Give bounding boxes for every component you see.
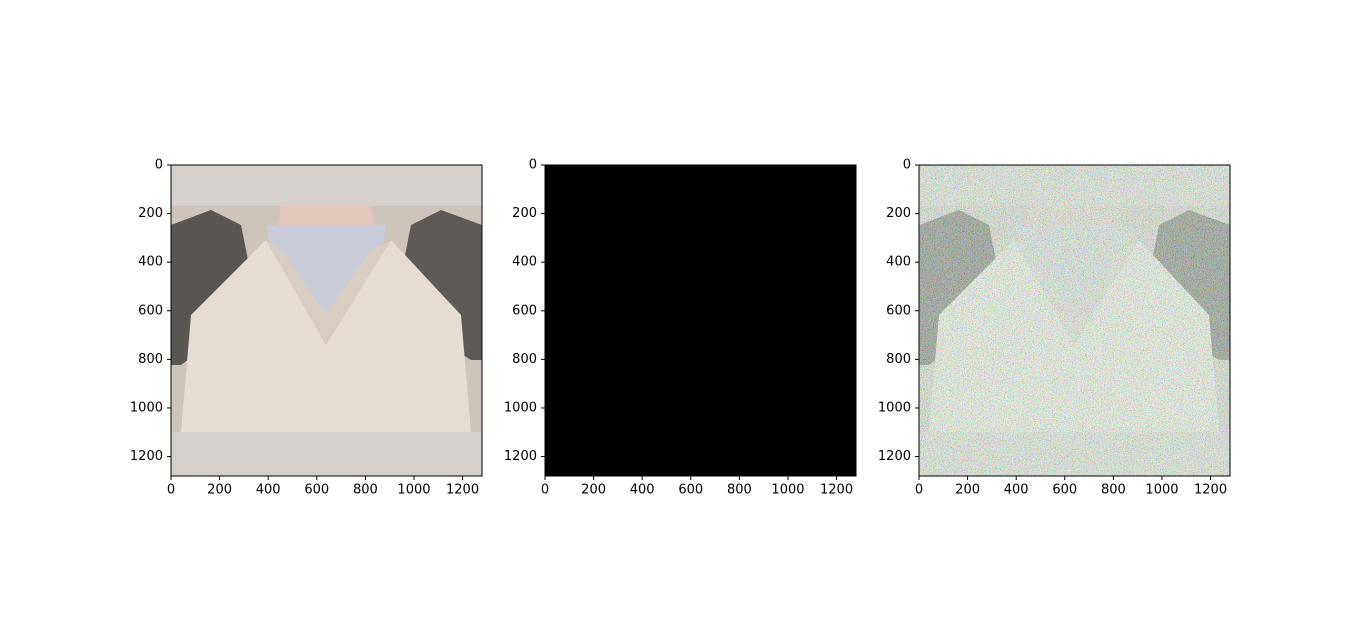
x-tick-label: 200	[955, 483, 980, 498]
y-tick-label: 0	[903, 158, 911, 173]
image-original	[171, 165, 482, 476]
x-tick-label: 1200	[446, 483, 479, 498]
y-tick-label: 400	[138, 255, 163, 270]
x-tick-label: 1200	[820, 483, 853, 498]
x-tick-label: 1200	[1194, 483, 1227, 498]
x-tick-label: 600	[678, 483, 703, 498]
x-tick-label: 800	[727, 483, 752, 498]
y-tick-label: 400	[512, 255, 537, 270]
y-tick-label: 400	[886, 255, 911, 270]
x-tick-label: 400	[1004, 483, 1029, 498]
y-tick-label: 200	[138, 206, 163, 221]
x-tick-label: 600	[304, 483, 329, 498]
x-tick-label: 800	[353, 483, 378, 498]
y-tick-label: 600	[512, 303, 537, 318]
x-tick-label: 800	[1101, 483, 1126, 498]
y-tick-label: 1200	[878, 449, 911, 464]
x-tick-label: 200	[581, 483, 606, 498]
y-tick-label: 1200	[130, 449, 163, 464]
x-tick-label: 400	[630, 483, 655, 498]
y-tick-label: 200	[512, 206, 537, 221]
x-tick-label: 1000	[397, 483, 430, 498]
x-tick-label: 0	[541, 483, 549, 498]
y-tick-label: 600	[886, 303, 911, 318]
y-tick-label: 800	[886, 352, 911, 367]
image-noise	[545, 165, 856, 476]
x-tick-label: 0	[167, 483, 175, 498]
y-tick-label: 600	[138, 303, 163, 318]
x-tick-label: 400	[256, 483, 281, 498]
x-tick-label: 0	[915, 483, 923, 498]
image-noisy	[919, 165, 1230, 476]
y-tick-label: 0	[155, 158, 163, 173]
x-tick-label: 600	[1052, 483, 1077, 498]
y-tick-label: 800	[138, 352, 163, 367]
x-tick-label: 1000	[1145, 483, 1178, 498]
y-tick-label: 1000	[878, 400, 911, 415]
y-tick-label: 200	[886, 206, 911, 221]
y-tick-label: 800	[512, 352, 537, 367]
x-tick-label: 200	[207, 483, 232, 498]
y-tick-label: 1000	[130, 400, 163, 415]
axes-frame	[918, 164, 1231, 477]
y-tick-label: 1000	[504, 400, 537, 415]
axes-frame	[170, 164, 483, 477]
y-tick-label: 0	[529, 158, 537, 173]
x-tick-label: 1000	[771, 483, 804, 498]
axes-frame	[544, 164, 857, 477]
y-tick-label: 1200	[504, 449, 537, 464]
